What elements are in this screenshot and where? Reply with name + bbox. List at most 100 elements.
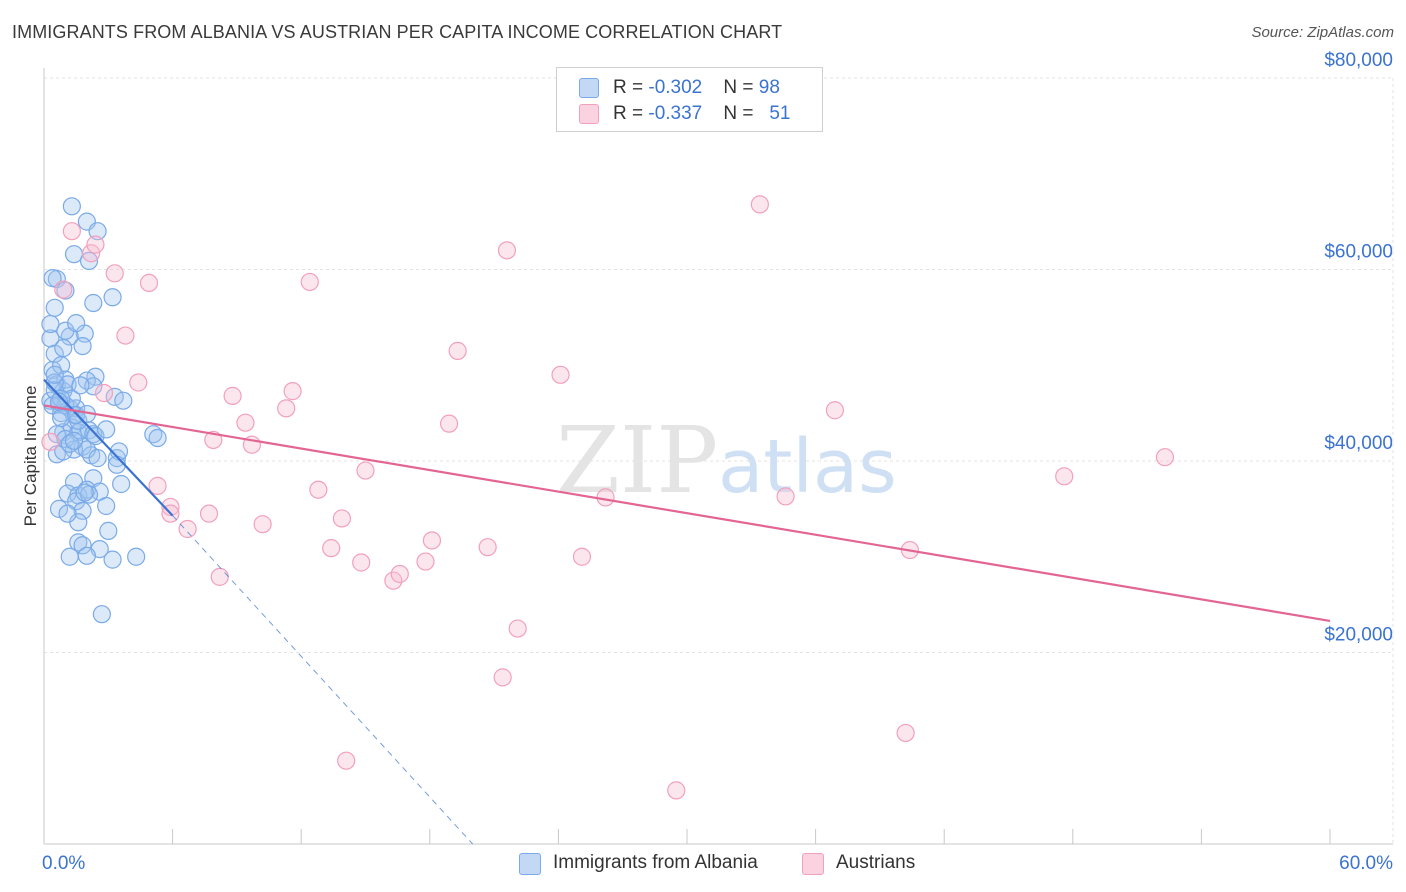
data-point [84, 293, 103, 313]
data-point [77, 546, 96, 565]
legend-swatch-austrians [579, 104, 599, 124]
data-point [62, 222, 81, 241]
legend-swatch-austrians [802, 853, 824, 875]
data-point [478, 538, 497, 557]
data-point [103, 550, 122, 569]
y-tick-label: $40,000 [1324, 433, 1393, 454]
data-point [54, 338, 73, 358]
data-point [776, 487, 795, 506]
data-point [99, 521, 118, 540]
series-austrians-points [41, 195, 1175, 800]
data-point [337, 751, 356, 770]
legend-n-label: N = [723, 103, 759, 124]
data-point [94, 383, 114, 403]
data-point [88, 222, 107, 241]
data-point [41, 314, 60, 334]
data-point [97, 496, 116, 516]
data-point [161, 497, 180, 517]
data-point [572, 547, 592, 566]
data-point [84, 377, 103, 396]
data-point [112, 474, 131, 494]
data-point [49, 392, 69, 411]
data-point [139, 273, 159, 293]
chart-title: IMMIGRANTS FROM ALBANIA VS AUSTRIAN PER … [12, 22, 783, 42]
data-point [82, 244, 101, 263]
data-point [253, 515, 272, 534]
data-point [322, 539, 341, 558]
data-point [105, 387, 124, 406]
data-point [439, 414, 459, 433]
data-point [300, 272, 319, 292]
data-point [277, 399, 296, 418]
legend-n-value: 51 [769, 103, 791, 124]
data-point [114, 391, 133, 410]
data-point [199, 504, 219, 523]
x-tick-label-max: 60.0% [1339, 853, 1393, 874]
data-point [60, 547, 79, 566]
data-point [667, 781, 686, 800]
data-point [75, 483, 94, 502]
data-point [204, 430, 223, 450]
data-point [54, 280, 73, 299]
data-point [148, 476, 167, 495]
data-point [127, 547, 146, 566]
trend-lines [43, 378, 1331, 845]
trend-line-austrians [43, 404, 1331, 622]
data-point [103, 288, 122, 307]
legend-r-value: -0.302 [648, 77, 703, 98]
data-point [88, 449, 107, 468]
data-point [390, 564, 409, 584]
grid-lines [44, 77, 1394, 844]
data-point [62, 197, 81, 216]
data-point [116, 326, 135, 345]
data-point [73, 337, 92, 356]
watermark-atlas: atlas [718, 424, 897, 510]
y-tick-label: $80,000 [1324, 50, 1393, 71]
data-point [107, 455, 126, 474]
legend-label-austrians: Austrians [836, 852, 916, 873]
legend-r-label: R = [613, 77, 649, 98]
data-point [43, 269, 62, 288]
data-point [71, 376, 90, 395]
data-point [210, 567, 229, 586]
series-albania-points [41, 197, 167, 624]
data-point [416, 552, 435, 571]
data-point [825, 401, 844, 420]
watermark-zip: ZIP [556, 407, 718, 514]
data-point [422, 531, 442, 550]
data-point [45, 298, 64, 317]
data-point [67, 314, 86, 333]
legend-swatch-albania [579, 78, 599, 98]
data-point [896, 723, 915, 743]
data-point [356, 461, 375, 480]
y-axis-label: Per Capita Income [21, 386, 40, 527]
trend-extension-line [172, 515, 474, 845]
data-point [551, 365, 570, 384]
y-tick-label: $60,000 [1324, 242, 1393, 263]
data-point [73, 536, 92, 555]
legend-label-albania: Immigrants from Albania [553, 852, 758, 873]
data-point [49, 499, 69, 518]
data-point [86, 235, 105, 254]
legend-r-label: R = [613, 103, 649, 124]
data-point [148, 428, 167, 448]
y-tick-label: $20,000 [1324, 625, 1393, 646]
data-point [73, 501, 92, 520]
data-point [92, 605, 111, 624]
data-point [1055, 467, 1074, 486]
data-point [309, 480, 328, 499]
data-point [58, 504, 77, 523]
data-point [283, 382, 302, 401]
data-point [1155, 448, 1175, 467]
data-point [352, 553, 371, 572]
legend-n-value: 98 [758, 77, 780, 98]
data-point [448, 341, 467, 360]
data-point [45, 365, 64, 384]
data-point [236, 413, 255, 432]
data-point [508, 619, 527, 638]
data-point [178, 519, 197, 539]
data-point [384, 571, 403, 590]
data-point [86, 427, 105, 446]
data-point [223, 386, 242, 405]
stats-legend: R = -0.302 N = 98 R = -0.337 N = 51 [556, 67, 823, 132]
